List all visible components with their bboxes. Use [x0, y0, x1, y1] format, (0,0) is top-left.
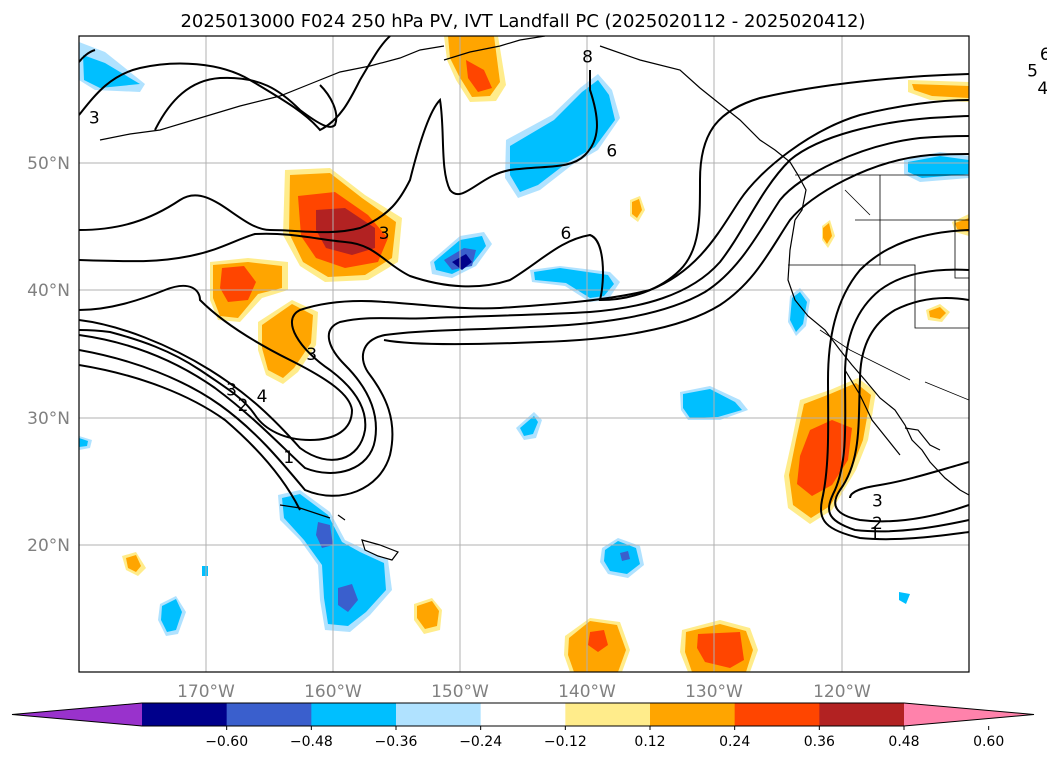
lat-label-30n: 30°N: [27, 409, 70, 429]
colorbar-swatch: [396, 703, 482, 726]
colorbar-tick-label: 0.12: [634, 734, 665, 750]
map-content: [79, 36, 969, 672]
contour-label: 2: [238, 396, 249, 416]
lon-label-120w: 120°W: [813, 682, 871, 702]
figure-title: 2025013000 F024 250 hPa PV, IVT Landfall…: [180, 11, 865, 32]
contour-label: 5: [1027, 61, 1038, 81]
colorbar-tick-label: 0.60: [973, 734, 1004, 750]
contour-label: 4: [1037, 79, 1047, 99]
colorbar-swatch: [650, 703, 736, 726]
contour-label: 3: [306, 345, 317, 365]
colorbar-tick-label: 0.36: [804, 734, 835, 750]
colorbar-tick-label: −0.36: [375, 734, 418, 750]
pv-contours: [79, 36, 969, 541]
colorbar-extend-low: [12, 703, 142, 726]
lat-label-50n: 50°N: [27, 154, 70, 174]
colorbar: −0.60 −0.48 −0.36 −0.24 −0.12 0.12 0.24 0.36 0.4…: [11, 702, 1035, 750]
longitude-labels: 170°W 160°W 150°W 140°W 130°W 120°W: [177, 682, 871, 702]
colorbar-swatch: [734, 703, 820, 726]
colorbar-tick-label: −0.24: [459, 734, 502, 750]
colorbar-extend-high: [904, 703, 1034, 726]
colorbar-tick-label: −0.12: [544, 734, 587, 750]
contour-label: 4: [257, 387, 268, 407]
contour-label: 8: [582, 47, 593, 67]
colorbar-tick-label: 0.48: [888, 734, 919, 750]
colorbar-tick-label: 0.24: [719, 734, 750, 750]
contour-label: 6: [561, 224, 572, 244]
contour-label: 1: [283, 448, 294, 468]
colorbar-tick-label: −0.60: [205, 734, 248, 750]
contour-label: 2: [872, 514, 883, 534]
lon-label-150w: 150°W: [431, 682, 489, 702]
gridlines: [79, 36, 969, 672]
lat-label-40n: 40°N: [27, 281, 70, 301]
colorbar-swatch: [142, 703, 228, 726]
colorbar-swatch: [480, 703, 566, 726]
contour-label: 6: [606, 141, 617, 161]
contour-label: 3: [89, 108, 100, 128]
colorbar-tick-label: −0.48: [290, 734, 333, 750]
contour-labels: 6548663333241321: [89, 45, 1047, 545]
colorbar-swatch: [819, 703, 905, 726]
coastlines: [99, 36, 969, 561]
colorbar-swatch: [226, 703, 312, 726]
colorbar-swatch: [565, 703, 651, 726]
map-frame: [78, 35, 970, 673]
colorbar-outline: [11, 702, 1035, 727]
map-panel: 6548663333241321: [78, 35, 1047, 673]
lon-label-160w: 160°W: [304, 682, 362, 702]
lon-label-130w: 130°W: [685, 682, 743, 702]
contour-label: 3: [872, 491, 883, 511]
contour-label: 1: [870, 524, 881, 544]
contour-label: 6: [1040, 45, 1047, 65]
lon-label-170w: 170°W: [177, 682, 235, 702]
colorbar-swatch: [311, 703, 397, 726]
shaded-anomalies: [79, 36, 969, 672]
lon-label-140w: 140°W: [558, 682, 616, 702]
contour-label: 3: [379, 224, 390, 244]
contour-label: 3: [226, 381, 237, 401]
latitude-labels: 50°N 40°N 30°N 20°N: [27, 154, 70, 556]
lat-label-20n: 20°N: [27, 536, 70, 556]
